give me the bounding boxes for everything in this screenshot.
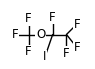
- Text: F: F: [11, 28, 18, 41]
- Text: F: F: [25, 45, 32, 58]
- Text: F: F: [25, 12, 32, 25]
- Text: I: I: [43, 50, 47, 63]
- Text: F: F: [74, 41, 80, 54]
- Text: F: F: [74, 18, 80, 31]
- Text: O: O: [36, 28, 45, 41]
- Text: F: F: [49, 11, 56, 24]
- Text: F: F: [63, 47, 70, 60]
